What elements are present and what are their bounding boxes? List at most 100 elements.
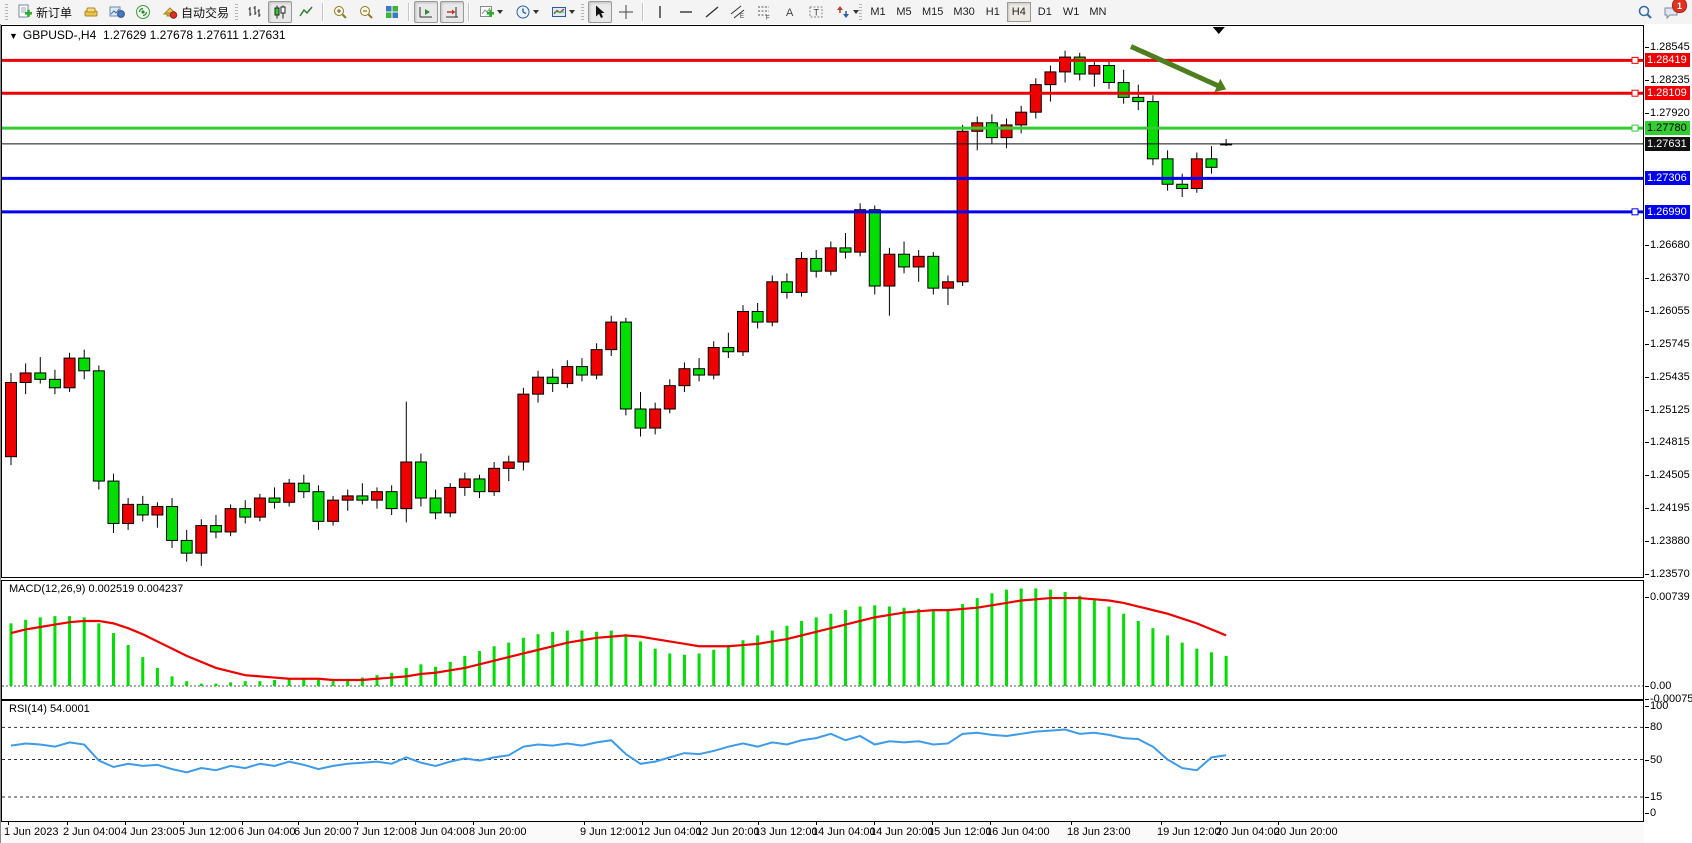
auto-scroll-button[interactable] — [414, 1, 438, 23]
macd-histogram-bar — [1034, 588, 1038, 686]
timeframe-button-w1[interactable]: W1 — [1062, 6, 1080, 18]
toolbar-group-trade: 新订单 — [2, 0, 235, 24]
macd-histogram-bar — [1209, 652, 1213, 686]
horizontal-line-icon — [680, 11, 692, 13]
clock-icon — [516, 5, 530, 19]
time-label: 18 Jun 23:00 — [1067, 826, 1131, 838]
trendline-button[interactable] — [700, 1, 724, 23]
separator — [322, 3, 324, 21]
candle-up — [1000, 124, 1013, 139]
timeframe-button-h4[interactable]: H4 — [1006, 2, 1031, 22]
toolbar-group-objects: E F A T — [578, 0, 865, 24]
autotrading-button[interactable]: 自动交易 — [157, 1, 234, 23]
macd-histogram-bar — [814, 617, 818, 686]
macd-histogram-bar — [214, 683, 218, 686]
candlestick-chart-button[interactable] — [268, 1, 292, 23]
arrow-head — [1214, 78, 1227, 92]
macd-histogram-bar — [975, 598, 979, 686]
chat-button[interactable]: 1 — [1659, 0, 1687, 23]
search-button[interactable] — [1633, 1, 1657, 23]
time-label: 8 Jun 04:00 — [411, 826, 469, 838]
signals-button[interactable] — [131, 1, 155, 23]
macd-histogram-bar — [155, 667, 159, 686]
main-chart-pane[interactable] — [1, 24, 1644, 580]
macd-histogram-bar — [946, 610, 950, 686]
timeframe-button-m1[interactable]: M1 — [870, 6, 886, 18]
time-axis[interactable]: 1 Jun 2023 2 Jun 04:00 4 Jun 23:00 5 Jun 12… — [1, 822, 1644, 843]
time-tick — [183, 822, 184, 825]
timeframe-button-d1[interactable]: D1 — [1037, 6, 1052, 18]
candle-down — [898, 253, 911, 268]
macd-histogram-bar — [1092, 600, 1096, 686]
trend-arrow-annotation[interactable] — [1129, 44, 1220, 89]
chart-dropdown-icon[interactable]: ▼ — [9, 31, 18, 41]
crosshair-icon — [619, 5, 633, 19]
periods-button[interactable] — [510, 1, 544, 23]
time-label: 8 Jun 20:00 — [469, 826, 527, 838]
price-axis[interactable]: 1.28545 1.28235 1.27920 1.26680 1.26370 1.260… — [1644, 24, 1692, 843]
text-button[interactable]: A — [778, 1, 802, 23]
templates-button[interactable] — [546, 1, 580, 23]
vertical-line-button[interactable] — [648, 1, 672, 23]
toolbar-grip[interactable] — [235, 4, 238, 20]
line-handle[interactable] — [1631, 124, 1639, 132]
price-badge: 1.28419 — [1645, 53, 1690, 68]
toolbar-grip[interactable] — [5, 4, 8, 20]
indicators-button[interactable] — [474, 1, 508, 23]
fibonacci-button[interactable]: F — [752, 1, 776, 23]
chart-shift-icon — [446, 7, 458, 18]
line-handle[interactable] — [1631, 208, 1639, 216]
candlestick-chart-icon — [274, 5, 286, 19]
market-watch-button[interactable] — [79, 1, 103, 23]
timeframe-button-h1[interactable]: H1 — [985, 6, 1000, 18]
candle-down — [634, 408, 647, 429]
candle-up — [5, 381, 17, 458]
macd-histogram-bar — [1195, 648, 1199, 686]
arrows-button[interactable] — [830, 1, 864, 23]
strategy-tester-button[interactable] — [105, 1, 129, 23]
chart-shift-button[interactable] — [440, 1, 464, 23]
candle-down — [1176, 183, 1189, 190]
new-order-icon — [18, 4, 32, 18]
rsi-pane[interactable] — [1, 700, 1644, 822]
candle-up — [341, 495, 354, 501]
market-watch-icon — [84, 7, 98, 17]
macd-histogram-bar — [521, 637, 525, 686]
time-label: 14 Jun 20:00 — [870, 826, 934, 838]
timeframe-button-mn[interactable]: MN — [1089, 6, 1107, 18]
toolbar-grip[interactable] — [859, 4, 862, 20]
zoom-in-button[interactable] — [328, 1, 352, 23]
timeframe-button-m30[interactable]: M30 — [953, 6, 975, 18]
macd-histogram-bar — [887, 606, 891, 686]
macd-histogram-bar — [1005, 589, 1009, 686]
candle-down — [268, 497, 281, 503]
cursor-button[interactable] — [588, 1, 612, 23]
tile-windows-button[interactable] — [380, 1, 404, 23]
horizontal-line-button[interactable] — [674, 1, 698, 23]
line-handle[interactable] — [1631, 89, 1639, 97]
line-handle[interactable] — [1631, 56, 1639, 64]
macd-histogram-bar — [858, 606, 862, 686]
toolbar-grip[interactable] — [581, 4, 584, 20]
timeframe-button-m15[interactable]: M15 — [922, 6, 944, 18]
time-label: 9 Jun 12:00 — [580, 826, 638, 838]
arrows-icon — [837, 6, 849, 18]
candle-up — [766, 281, 779, 323]
macd-pane[interactable] — [1, 580, 1644, 700]
chart-shift-marker[interactable] — [1212, 27, 1225, 34]
vertical-line-icon — [659, 6, 661, 18]
text-label-button[interactable]: T — [804, 1, 828, 23]
bar-chart-button[interactable] — [242, 1, 266, 23]
zoom-out-button[interactable] — [354, 1, 378, 23]
time-tick — [125, 822, 126, 825]
trendline-icon — [705, 6, 719, 18]
crosshair-button[interactable] — [614, 1, 638, 23]
channel-button[interactable]: E — [726, 1, 750, 23]
candle-down — [1073, 56, 1086, 75]
line-chart-button[interactable] — [294, 1, 318, 23]
new-order-button[interactable]: 新订单 — [12, 1, 77, 23]
time-label: 19 Jun 12:00 — [1157, 826, 1221, 838]
timeframe-button-m5[interactable]: M5 — [896, 6, 912, 18]
dropdown-caret — [533, 10, 539, 14]
time-tick — [816, 822, 817, 825]
